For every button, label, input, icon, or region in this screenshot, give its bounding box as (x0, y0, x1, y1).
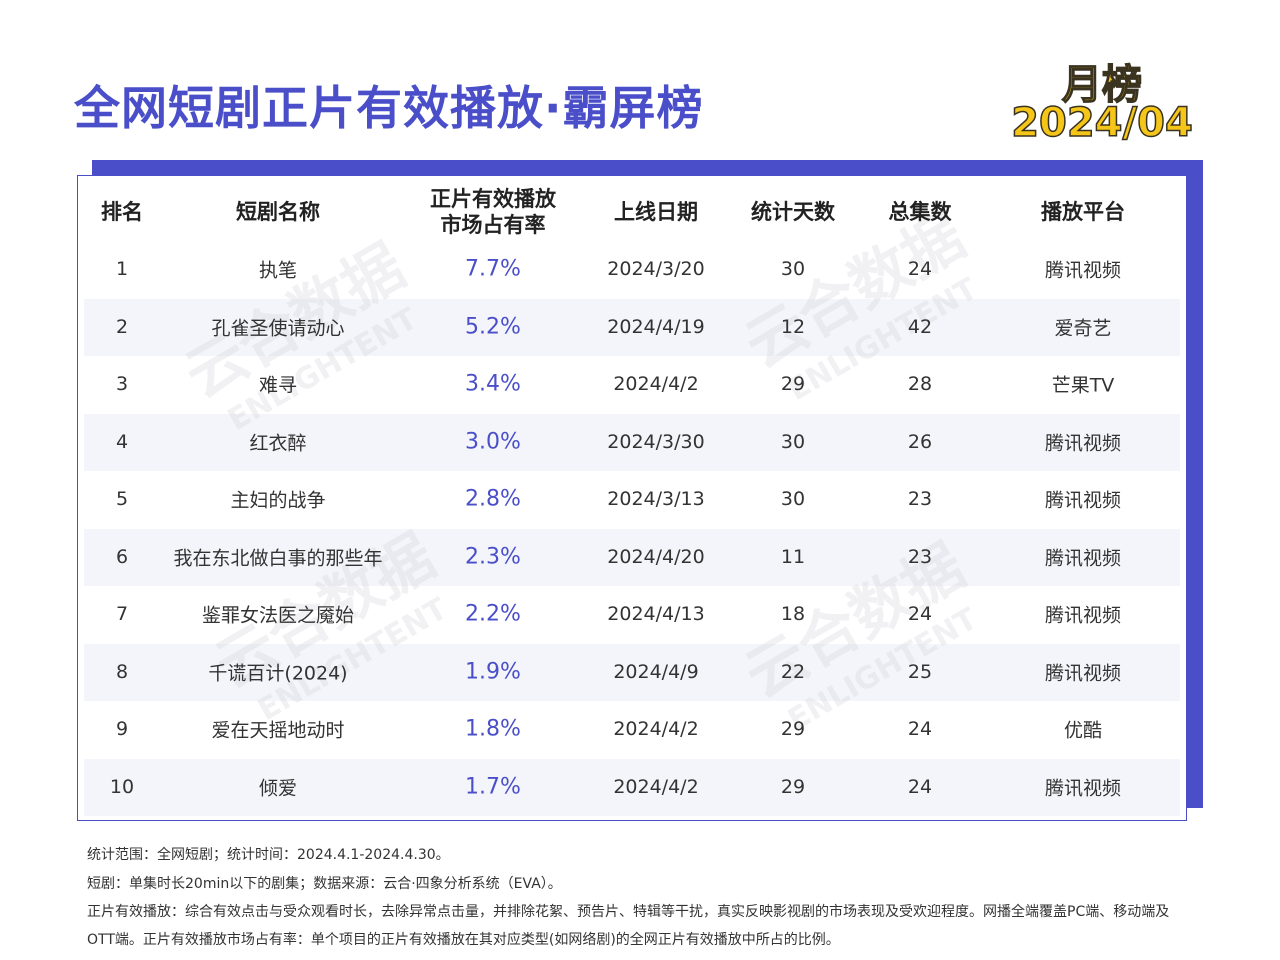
table-cell: 30 (780, 430, 806, 453)
table-cell: 爱在天摇地动时 (211, 719, 345, 742)
table-cell: 1.7% (465, 774, 521, 799)
footnote: 正片有效播放：综合有效点击与受众观看时长，去除异常点击量，并排除花絮、预告片、特… (87, 904, 1170, 948)
table-cell: 鉴罪女法医之魇始 (201, 604, 355, 627)
table-cell: 红衣醉 (249, 432, 307, 454)
table-cell: 3.4% (465, 371, 521, 397)
table-cell: 腾讯视频 (1044, 432, 1122, 454)
table-cell: 24 (907, 718, 933, 740)
table-cell: 2.8% (465, 486, 521, 512)
table-cell: 千谎百计(2024) (208, 662, 348, 684)
table-cell: 2024/4/19 (607, 315, 705, 338)
row-stripe (84, 758, 1180, 816)
table-cell: 30 (780, 258, 806, 280)
badge-label: 月榜 (1061, 61, 1143, 109)
table-cell: 26 (907, 430, 933, 453)
table-cell: 22 (780, 660, 806, 683)
table-cell: 7 (115, 603, 129, 625)
watermark: 云合数据 ENLIGHTENT (701, 176, 1022, 430)
row-stripe (84, 528, 1180, 586)
column-header: 总集数 (888, 200, 952, 224)
table-cell: 3.0% (465, 429, 521, 454)
table-cell: 8 (115, 660, 129, 683)
table-cell: 3 (115, 373, 129, 395)
table-cell: 2.2% (465, 601, 521, 627)
column-header: 排名 (101, 200, 143, 224)
footnote: 短剧：单集时长20min以下的剧集；数据来源：云合·四象分析系统（EVA）。 (87, 876, 562, 892)
table-cell: 2.3% (465, 544, 521, 569)
table-cell: 腾讯视频 (1044, 604, 1122, 627)
table-cell: 2024/4/2 (613, 718, 699, 740)
table-cell: 42 (907, 315, 933, 338)
table-cell: 腾讯视频 (1044, 777, 1122, 799)
table-cell: 24 (907, 775, 933, 798)
row-stripe (84, 413, 1180, 471)
table: 云合数据 ENLIGHTENT 云合数据 ENLIGHTENT 云合数据 ENLIGHTE… (77, 175, 1187, 821)
table-cell: 9 (115, 718, 129, 740)
table-cell: 2024/4/2 (613, 373, 699, 395)
table-cell: 2024/4/9 (613, 660, 699, 683)
table-cell: 29 (780, 373, 806, 395)
column-header: 正片有效播放 市场占有率 (430, 187, 556, 237)
table-cell: 12 (780, 315, 806, 338)
table-cell: 2024/4/20 (607, 545, 705, 568)
table-cell: 1.9% (465, 659, 521, 684)
column-header: 上线日期 (614, 200, 698, 224)
table-cell: 孔雀圣使请动心 (211, 317, 345, 339)
table-cell: 芒果TV (1051, 374, 1115, 397)
table-cell: 我在东北做白事的那些年 (173, 547, 383, 569)
table-cell: 25 (907, 660, 933, 683)
footnote: 统计范围：全网短剧；统计时间：2024.4.1-2024.4.30。 (87, 847, 450, 863)
table-cell: 腾讯视频 (1044, 547, 1122, 569)
table-cell: 倾爱 (258, 777, 298, 799)
table-cell: 7.7% (465, 256, 521, 282)
table-cell: 主妇的战争 (230, 489, 326, 512)
table-cell: 6 (115, 545, 129, 568)
table-cell: 29 (780, 775, 806, 798)
table-cell: 1 (115, 258, 129, 280)
table-cell: 28 (907, 373, 933, 395)
table-cell: 2024/4/13 (607, 603, 705, 625)
row-stripe (84, 643, 1180, 701)
table-cell: 优酷 (1063, 719, 1103, 742)
column-header: 播放平台 (1041, 200, 1125, 224)
table-cell: 2024/3/20 (607, 258, 705, 280)
table-cell: 23 (907, 545, 933, 568)
table-cell: 10 (109, 775, 135, 798)
title: 全网短剧正片有效播放·霸屏榜 (74, 81, 704, 135)
table-cell: 18 (780, 603, 806, 625)
table-cell: 24 (907, 603, 933, 625)
table-cell: 4 (115, 430, 129, 453)
table-cell: 腾讯视频 (1044, 662, 1122, 684)
table-cell: 腾讯视频 (1044, 489, 1122, 512)
table-cell: 11 (780, 545, 806, 568)
table-cell: 2024/3/13 (607, 488, 705, 510)
table-cell: 1.8% (465, 716, 521, 742)
table-cell: 5 (115, 488, 129, 510)
column-header: 统计天数 (751, 200, 835, 224)
table-cell: 2024/3/30 (607, 430, 705, 453)
table-cell: 执笔 (258, 259, 298, 282)
table-cell: 难寻 (258, 374, 298, 397)
badge-date: 2024/04 (1010, 99, 1193, 147)
table-cell: 2024/4/2 (613, 775, 699, 798)
table-cell: 腾讯视频 (1044, 259, 1122, 282)
column-header: 短剧名称 (236, 200, 320, 224)
row-stripe (84, 298, 1180, 356)
table-cell: 23 (907, 488, 933, 510)
table-cell: 30 (780, 488, 806, 510)
table-cell: 24 (907, 258, 933, 280)
table-cell: 5.2% (465, 314, 521, 339)
table-cell: 2 (115, 315, 129, 338)
table-cell: 爱奇艺 (1054, 317, 1112, 339)
table-cell: 29 (780, 718, 806, 740)
